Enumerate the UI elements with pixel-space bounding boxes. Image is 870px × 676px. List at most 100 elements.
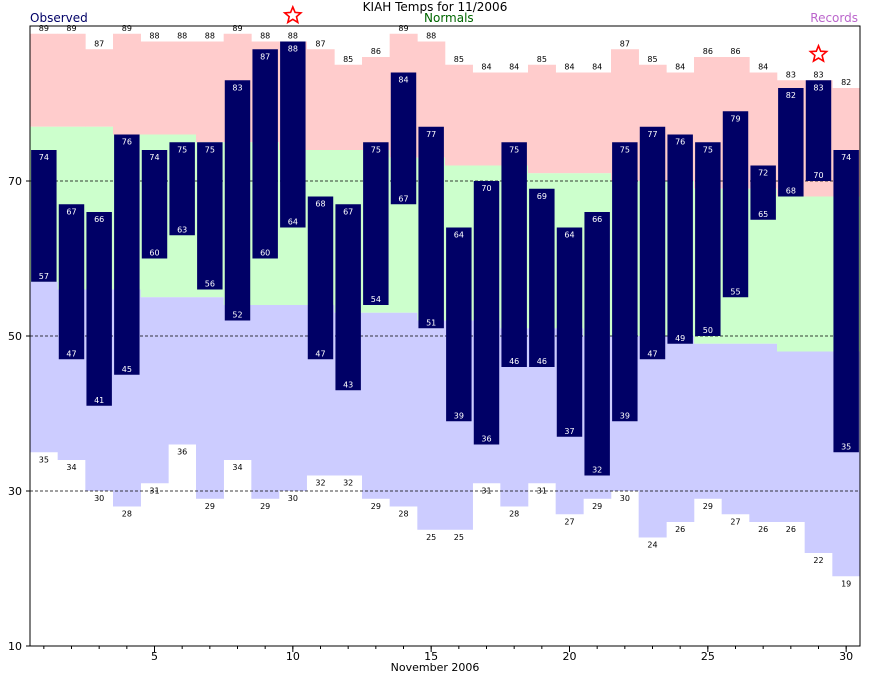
observed-high-label: 74 — [841, 153, 851, 162]
observed-high-label: 70 — [481, 184, 491, 193]
observed-high-label: 84 — [398, 76, 408, 85]
record-high-label: 83 — [813, 70, 823, 79]
observed-bar — [169, 142, 195, 236]
observed-bar — [58, 204, 85, 360]
x-axis-label: November 2006 — [390, 661, 480, 674]
record-high-label: 88 — [288, 32, 298, 41]
observed-bar — [335, 204, 361, 391]
record-low-band — [362, 312, 390, 499]
observed-bar — [197, 142, 223, 290]
record-low-band — [279, 305, 307, 491]
record-high-label: 87 — [94, 39, 104, 48]
record-low-label: 24 — [647, 541, 657, 550]
record-low-band — [777, 351, 805, 522]
record-high-label: 88 — [426, 32, 436, 41]
record-high-label: 89 — [232, 24, 242, 33]
observed-low-label: 45 — [122, 365, 132, 374]
observed-bar — [750, 165, 776, 220]
observed-bar — [446, 227, 472, 422]
observed-bar — [529, 188, 555, 367]
record-high-band — [196, 41, 224, 143]
observed-high-label: 76 — [122, 138, 132, 147]
observed-high-label: 77 — [426, 130, 436, 139]
record-high-label: 85 — [454, 55, 464, 64]
record-star-icon — [808, 43, 829, 63]
record-low-label: 26 — [786, 525, 796, 534]
observed-bar — [833, 150, 859, 453]
record-low-band — [721, 343, 750, 515]
observed-low-label: 32 — [592, 466, 602, 475]
observed-high-label: 64 — [564, 231, 574, 240]
observed-bar — [418, 126, 444, 329]
observed-bar — [307, 196, 334, 360]
observed-bar — [252, 49, 278, 259]
record-high-band — [140, 41, 169, 135]
record-high-band — [334, 64, 363, 150]
record-low-band — [389, 312, 418, 507]
observed-high-label: 77 — [647, 130, 657, 139]
x-tick-label: 15 — [424, 650, 438, 663]
record-high-label: 84 — [564, 63, 574, 72]
record-low-band — [30, 281, 58, 453]
record-low-label: 34 — [232, 463, 242, 472]
record-low-band — [666, 336, 695, 522]
record-high-label: 85 — [343, 55, 353, 64]
observed-low-label: 52 — [232, 311, 242, 320]
record-low-label: 31 — [537, 486, 547, 495]
x-tick-label: 25 — [701, 650, 715, 663]
observed-bar — [584, 212, 610, 476]
observed-high-label: 66 — [592, 215, 602, 224]
record-high-band — [85, 49, 114, 127]
y-tick-label: 10 — [8, 640, 22, 653]
observed-high-label: 74 — [149, 153, 159, 162]
observed-high-label: 79 — [730, 114, 740, 123]
record-low-label: 25 — [454, 533, 464, 542]
record-high-band — [583, 72, 612, 174]
record-high-label: 86 — [371, 47, 381, 56]
record-low-label: 32 — [343, 479, 353, 488]
observed-low-label: 60 — [260, 249, 270, 258]
observed-high-label: 75 — [205, 145, 215, 154]
record-high-label: 89 — [398, 24, 408, 33]
y-tick-label: 50 — [8, 330, 22, 343]
observed-low-label: 64 — [288, 218, 298, 227]
observed-low-label: 57 — [39, 272, 49, 281]
record-low-band — [251, 305, 280, 499]
record-low-band — [749, 343, 778, 522]
observed-high-label: 72 — [758, 169, 768, 178]
record-high-label: 87 — [620, 39, 630, 48]
observed-low-label: 39 — [620, 411, 630, 420]
record-high-label: 85 — [647, 55, 657, 64]
observed-high-label: 88 — [288, 45, 298, 54]
observed-bar — [390, 72, 417, 205]
record-low-band — [417, 320, 446, 530]
record-high-band — [113, 33, 141, 135]
record-low-label: 28 — [122, 510, 132, 519]
observed-low-label: 47 — [66, 349, 76, 358]
x-tick-label: 30 — [839, 650, 853, 663]
observed-bar — [86, 212, 112, 406]
observed-low-label: 67 — [398, 194, 408, 203]
record-low-label: 25 — [426, 533, 436, 542]
record-low-band — [223, 305, 252, 460]
record-high-label: 83 — [786, 70, 796, 79]
observed-bar — [224, 80, 251, 321]
observed-bar — [141, 150, 168, 259]
record-high-label: 89 — [122, 24, 132, 33]
record-high-band — [168, 41, 197, 135]
record-high-label: 88 — [260, 32, 270, 41]
record-low-label: 30 — [620, 494, 630, 503]
record-high-band — [362, 57, 390, 150]
record-high-label: 84 — [758, 63, 768, 72]
record-high-label: 88 — [149, 32, 159, 41]
record-high-band — [30, 33, 58, 127]
record-low-label: 27 — [730, 517, 740, 526]
record-high-band — [57, 33, 86, 127]
observed-low-label: 50 — [703, 326, 713, 335]
observed-high-label: 67 — [66, 207, 76, 216]
observed-low-label: 41 — [94, 396, 104, 405]
observed-bar — [805, 80, 832, 181]
record-low-label: 29 — [703, 502, 713, 511]
record-high-band — [306, 49, 335, 150]
record-high-band — [472, 72, 501, 166]
